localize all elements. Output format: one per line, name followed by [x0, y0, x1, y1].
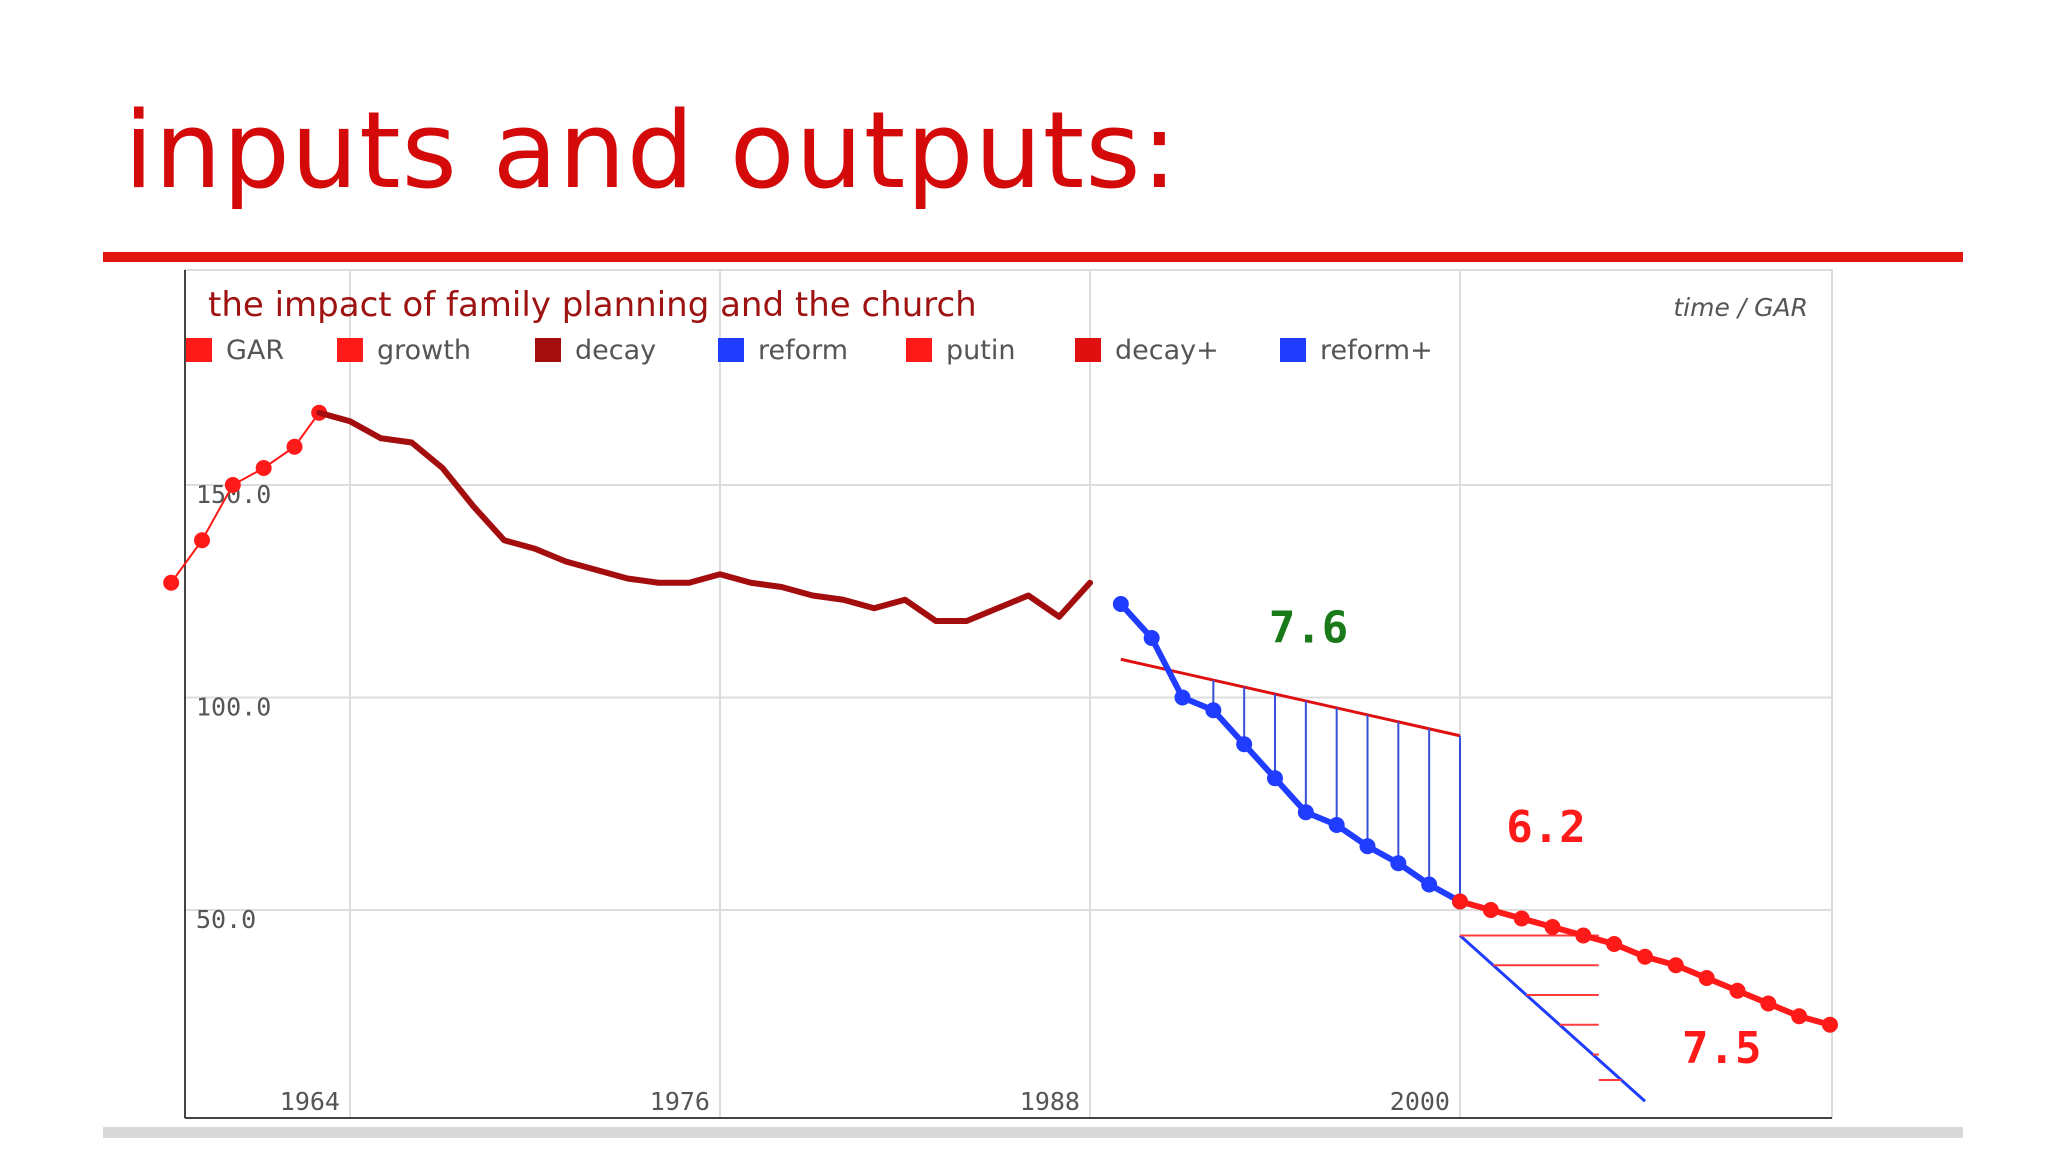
slide-title: inputs and outputs:	[124, 89, 1179, 212]
legend-swatch	[1075, 338, 1101, 362]
chart-grid	[185, 270, 1832, 1118]
reform-point	[1236, 736, 1253, 753]
annotation-label: 6.2	[1506, 802, 1585, 853]
growth-point	[224, 477, 241, 493]
chart-background	[184, 269, 1833, 1119]
putin-point	[1729, 982, 1746, 999]
putin-point	[1822, 1016, 1838, 1033]
putin-point	[1575, 927, 1592, 944]
legend-label: reform	[758, 335, 848, 366]
putin-trend-line	[1458, 934, 1647, 1103]
putin-point	[1637, 948, 1653, 965]
reform-trend-line	[1120, 657, 1461, 738]
x-tick-label: 1988	[1020, 1087, 1080, 1116]
legend-label: decay+	[1115, 335, 1219, 366]
putin-point	[1698, 970, 1715, 986]
legend-swatch	[718, 338, 744, 362]
reform-point	[1174, 689, 1191, 706]
reform-point	[1328, 817, 1345, 833]
x-tick-label: 1964	[280, 1087, 340, 1116]
legend-swatch	[906, 338, 932, 362]
reform-point	[1297, 804, 1314, 821]
y-tick-label: 100.0	[196, 693, 271, 722]
putin-point	[1606, 936, 1623, 952]
reform-point	[1143, 630, 1160, 646]
putin-point	[1513, 910, 1530, 927]
legend-swatch	[186, 338, 212, 362]
putin-point	[1760, 995, 1777, 1012]
chart-series	[163, 404, 1838, 1033]
putin-point	[1791, 1008, 1808, 1025]
putin-point	[1667, 957, 1684, 974]
chart-subtitle: time / GAR	[1673, 293, 1808, 322]
chart-overlays	[1120, 657, 1647, 1103]
annotation-label: 7.6	[1269, 602, 1348, 653]
reform-point	[1421, 876, 1438, 893]
growth-point	[194, 532, 210, 549]
legend-swatch	[337, 338, 363, 362]
reform-point	[1359, 838, 1376, 855]
bottom-rule	[103, 1127, 1963, 1138]
x-tick-label: 2000	[1390, 1087, 1450, 1116]
chart-title: the impact of family planning and the ch…	[208, 285, 977, 325]
legend-swatch	[1280, 338, 1306, 362]
title-rule	[103, 252, 1963, 262]
legend-label: putin	[946, 335, 1015, 366]
chart-annotations: 7.6 6.2 7.5	[1269, 602, 1762, 1074]
legend-label: growth	[377, 335, 471, 366]
growth-point	[163, 574, 180, 591]
putin-point	[1482, 902, 1499, 918]
legend-label: reform+	[1320, 335, 1433, 366]
growth-point	[286, 438, 303, 455]
legend-swatch	[535, 338, 561, 362]
x-tick-label: 1976	[650, 1087, 710, 1116]
legend-label: GAR	[226, 335, 284, 366]
legend-label: decay	[575, 335, 656, 366]
reform-point	[1205, 702, 1222, 719]
growth-point	[255, 460, 272, 476]
decay-line	[316, 409, 1093, 624]
putin-point	[1452, 893, 1468, 910]
annotation-label: 7.5	[1682, 1023, 1761, 1074]
putin-point	[1544, 919, 1561, 935]
y-tick-label: 50.0	[196, 905, 256, 934]
reform-point	[1267, 770, 1283, 787]
reform-point	[1390, 855, 1407, 872]
chart-legend: GAR growth decay reform putin decay+ reform+	[186, 335, 1433, 366]
reform-point	[1112, 596, 1129, 612]
